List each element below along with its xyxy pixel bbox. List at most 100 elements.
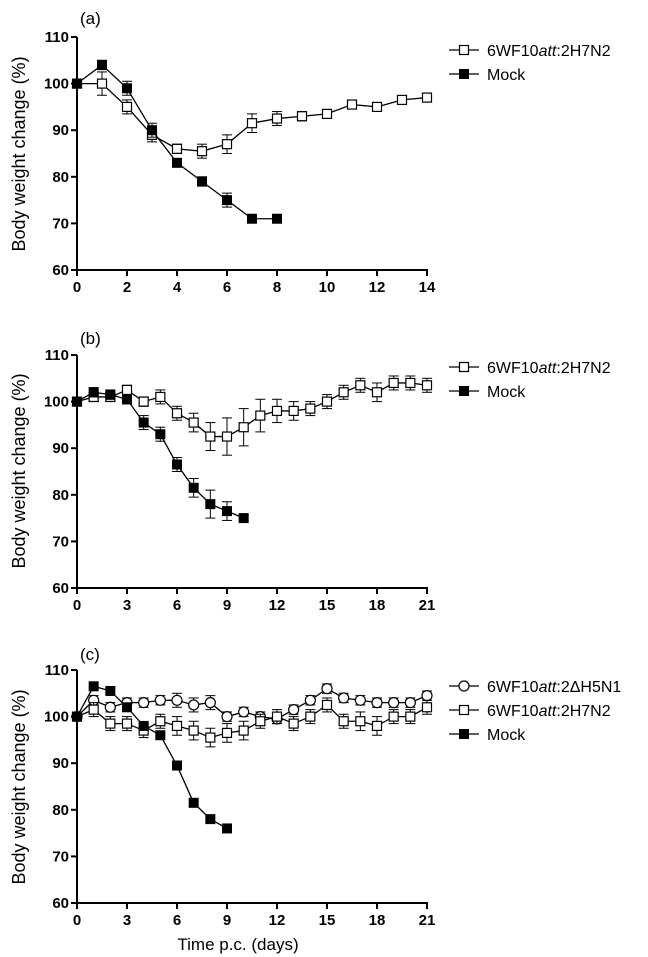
y-tick-label: 110: [45, 662, 69, 679]
data-point: [122, 394, 132, 405]
data-point: [171, 720, 183, 732]
x-tick-label: 10: [319, 279, 336, 296]
series-line: [76, 687, 428, 720]
series-6wf10att-2h7n2: [71, 375, 433, 456]
data-point: [197, 176, 207, 187]
data-point: [171, 143, 183, 154]
data-point: [105, 389, 116, 400]
data-point: [321, 108, 333, 119]
data-point: [188, 482, 199, 493]
data-point: [321, 683, 333, 695]
legend-label: Mock: [487, 384, 526, 401]
data-point: [346, 99, 358, 110]
panel-label: (a): [80, 9, 101, 28]
series-mock: [72, 59, 282, 224]
data-point: [188, 417, 199, 428]
y-axis-label: Body weight change (%): [9, 373, 29, 568]
data-point: [121, 101, 133, 113]
data-point: [205, 431, 216, 442]
legend-marker: [458, 361, 470, 373]
y-tick-label: 110: [45, 29, 69, 46]
data-point: [288, 405, 299, 417]
data-point: [246, 118, 258, 129]
data-point: [105, 718, 116, 729]
panel-label: (c): [80, 645, 100, 664]
data-point: [88, 387, 99, 398]
data-point: [396, 94, 408, 106]
y-tick-label: 110: [45, 347, 69, 364]
x-tick-label: 3: [123, 912, 131, 929]
data-point: [121, 718, 133, 729]
legend: 6WF10att:2ΔH5N1 6WF10att:2H7N2 Mock: [449, 679, 621, 744]
data-point: [205, 732, 216, 743]
data-point: [147, 125, 157, 136]
y-axis-label: Body weight change (%): [9, 689, 29, 884]
x-tick-label: 18: [369, 912, 386, 929]
legend: 6WF10att:2H7N2 Mock: [449, 360, 611, 401]
data-point: [288, 704, 300, 716]
chart-panel-c: (c) 60 70 80 90 100 110 0 3 6 9 12 15 18 21 Body weight…: [9, 645, 621, 929]
data-point: [221, 431, 233, 442]
data-point: [222, 823, 232, 834]
y-tick-label: 60: [52, 262, 69, 279]
series-line: [76, 382, 428, 438]
y-tick-label: 100: [44, 76, 69, 93]
x-tick-label: 0: [73, 597, 81, 614]
series-6wf10att-2h7n2: [71, 71, 433, 159]
data-point: [205, 814, 216, 825]
data-point: [72, 396, 82, 407]
data-point: [104, 701, 116, 713]
series-mock: [72, 387, 249, 524]
y-tick-label: 80: [52, 487, 69, 504]
y-tick-label: 100: [44, 709, 69, 726]
data-point: [105, 685, 116, 696]
x-tick-label: 6: [173, 597, 181, 614]
data-point: [88, 704, 99, 715]
data-point: [171, 694, 183, 706]
data-point: [238, 706, 250, 718]
x-tick-label: 6: [223, 279, 231, 296]
x-tick-label: 15: [319, 912, 336, 929]
data-point: [222, 506, 232, 517]
data-point: [388, 697, 400, 709]
data-point: [405, 711, 416, 722]
x-tick-label: 3: [123, 597, 131, 614]
data-point: [138, 396, 149, 407]
data-point: [97, 59, 107, 70]
data-point: [405, 377, 416, 389]
x-tick-label: 14: [419, 279, 436, 296]
data-point: [338, 387, 349, 398]
data-point: [204, 697, 216, 709]
x-tick-label: 4: [173, 279, 182, 296]
data-point: [238, 513, 249, 524]
data-point: [172, 459, 182, 470]
data-point: [404, 697, 416, 709]
data-point: [188, 699, 200, 711]
data-point: [371, 101, 383, 113]
y-tick-label: 80: [52, 802, 69, 819]
data-point: [121, 384, 133, 396]
y-tick-label: 60: [52, 895, 69, 912]
chart-panel-a: (a) 60 70 80 90 100 110 0 2 4 6 8 10 12 14 Body weight …: [9, 9, 611, 296]
legend-label: Mock: [487, 67, 526, 84]
data-point: [72, 711, 82, 722]
data-point: [354, 694, 366, 706]
legend-marker: [458, 44, 470, 56]
data-point: [296, 111, 308, 122]
x-tick-label: 12: [269, 597, 286, 614]
y-tick-label: 70: [52, 848, 69, 865]
x-tick-label: 21: [419, 912, 436, 929]
data-point: [421, 92, 433, 103]
legend-label: 6WF10att:2H7N2: [487, 360, 611, 377]
data-point: [288, 718, 299, 729]
data-point: [355, 716, 366, 727]
data-point: [321, 396, 333, 407]
x-axis-label: Time p.c. (days): [177, 935, 298, 954]
data-point: [155, 429, 166, 440]
series-line: [76, 391, 244, 519]
data-point: [272, 213, 282, 224]
data-point: [155, 391, 166, 403]
data-point: [188, 797, 199, 808]
x-tick-label: 9: [223, 912, 231, 929]
